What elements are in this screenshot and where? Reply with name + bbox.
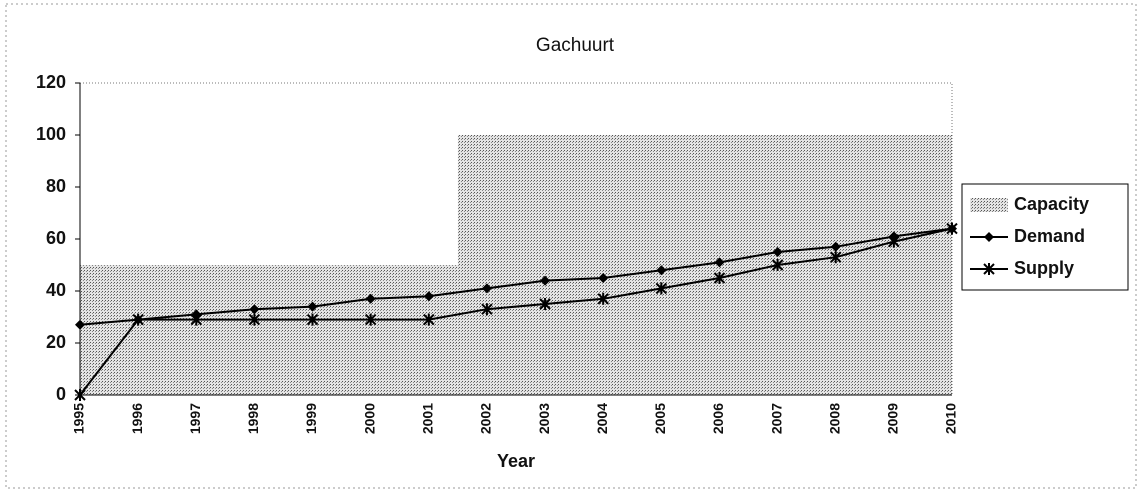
legend-label: Demand — [1014, 226, 1085, 246]
capacity-area — [922, 135, 952, 395]
marker-diamond — [423, 291, 434, 302]
x-tick-label: 2002 — [478, 403, 494, 434]
marker-diamond — [540, 275, 551, 286]
x-tick-label: 2003 — [536, 403, 552, 434]
x-tick-label: 1998 — [245, 403, 261, 434]
capacity-area — [516, 135, 575, 395]
marker-star — [946, 222, 958, 235]
x-tick-label: 1995 — [71, 403, 87, 434]
capacity-area — [283, 265, 342, 395]
marker-star — [423, 313, 435, 326]
y-tick-label: 20 — [46, 332, 66, 352]
marker-diamond — [772, 247, 783, 257]
y-tick-label: 0 — [56, 384, 66, 404]
capacity-area — [806, 135, 865, 395]
series-line — [79, 227, 953, 396]
capacity-area — [574, 135, 633, 395]
x-axis-label: Year — [497, 451, 535, 471]
marker-diamond — [714, 257, 725, 268]
y-tick-label: 80 — [46, 176, 66, 196]
legend-label: Capacity — [1014, 194, 1089, 214]
x-tick-label: 2010 — [943, 403, 959, 434]
y-tick-label: 60 — [46, 228, 66, 248]
marker-star — [597, 292, 609, 305]
capacity-area — [341, 265, 400, 395]
marker-star — [364, 313, 377, 326]
legend-marker — [983, 263, 995, 275]
marker-diamond — [307, 301, 318, 312]
marker-star — [306, 313, 319, 326]
capacity-area — [167, 265, 226, 395]
capacity-area — [399, 265, 458, 395]
marker-star — [830, 251, 842, 264]
capacity-area — [457, 135, 516, 395]
x-tick-label: 2006 — [710, 403, 726, 434]
x-tick-label: 2005 — [652, 403, 668, 434]
marker-star — [539, 298, 551, 310]
marker-star — [132, 313, 144, 326]
capacity-area — [864, 135, 923, 395]
x-tick-label: 1997 — [187, 403, 203, 434]
series-line — [79, 227, 953, 326]
marker-diamond — [830, 241, 841, 252]
chart-border — [5, 3, 1137, 489]
marker-star — [248, 313, 261, 326]
legend-marker — [984, 232, 994, 242]
marker-star — [655, 282, 668, 295]
x-tick-label: 1996 — [129, 403, 145, 434]
marker-star — [190, 313, 202, 326]
x-tick-label: 2001 — [420, 403, 436, 434]
legend-label: Supply — [1014, 258, 1074, 278]
y-tick-label: 120 — [36, 72, 66, 92]
marker-diamond — [656, 265, 667, 276]
y-tick-label: 40 — [46, 280, 66, 300]
capacity-area — [632, 135, 691, 395]
x-tick-label: 2000 — [361, 403, 377, 434]
capacity-area — [225, 265, 284, 395]
marker-diamond — [598, 273, 609, 283]
marker-diamond — [249, 304, 260, 315]
capacity-area — [109, 265, 168, 395]
x-tick-label: 2008 — [826, 403, 842, 434]
x-tick-label: 2004 — [594, 403, 610, 434]
marker-diamond — [481, 283, 492, 294]
x-tick-label: 2007 — [768, 403, 784, 434]
marker-star — [771, 259, 784, 271]
legend-swatch — [970, 198, 1008, 212]
y-tick-label: 100 — [36, 124, 66, 144]
marker-diamond — [365, 293, 376, 304]
marker-star — [888, 235, 900, 248]
x-tick-label: 2009 — [885, 403, 901, 434]
x-tick-label: 1999 — [303, 403, 319, 434]
chart-title: Gachuurt — [536, 35, 615, 56]
marker-star — [481, 303, 493, 316]
marker-star — [713, 272, 726, 284]
capacity-area — [80, 265, 110, 395]
